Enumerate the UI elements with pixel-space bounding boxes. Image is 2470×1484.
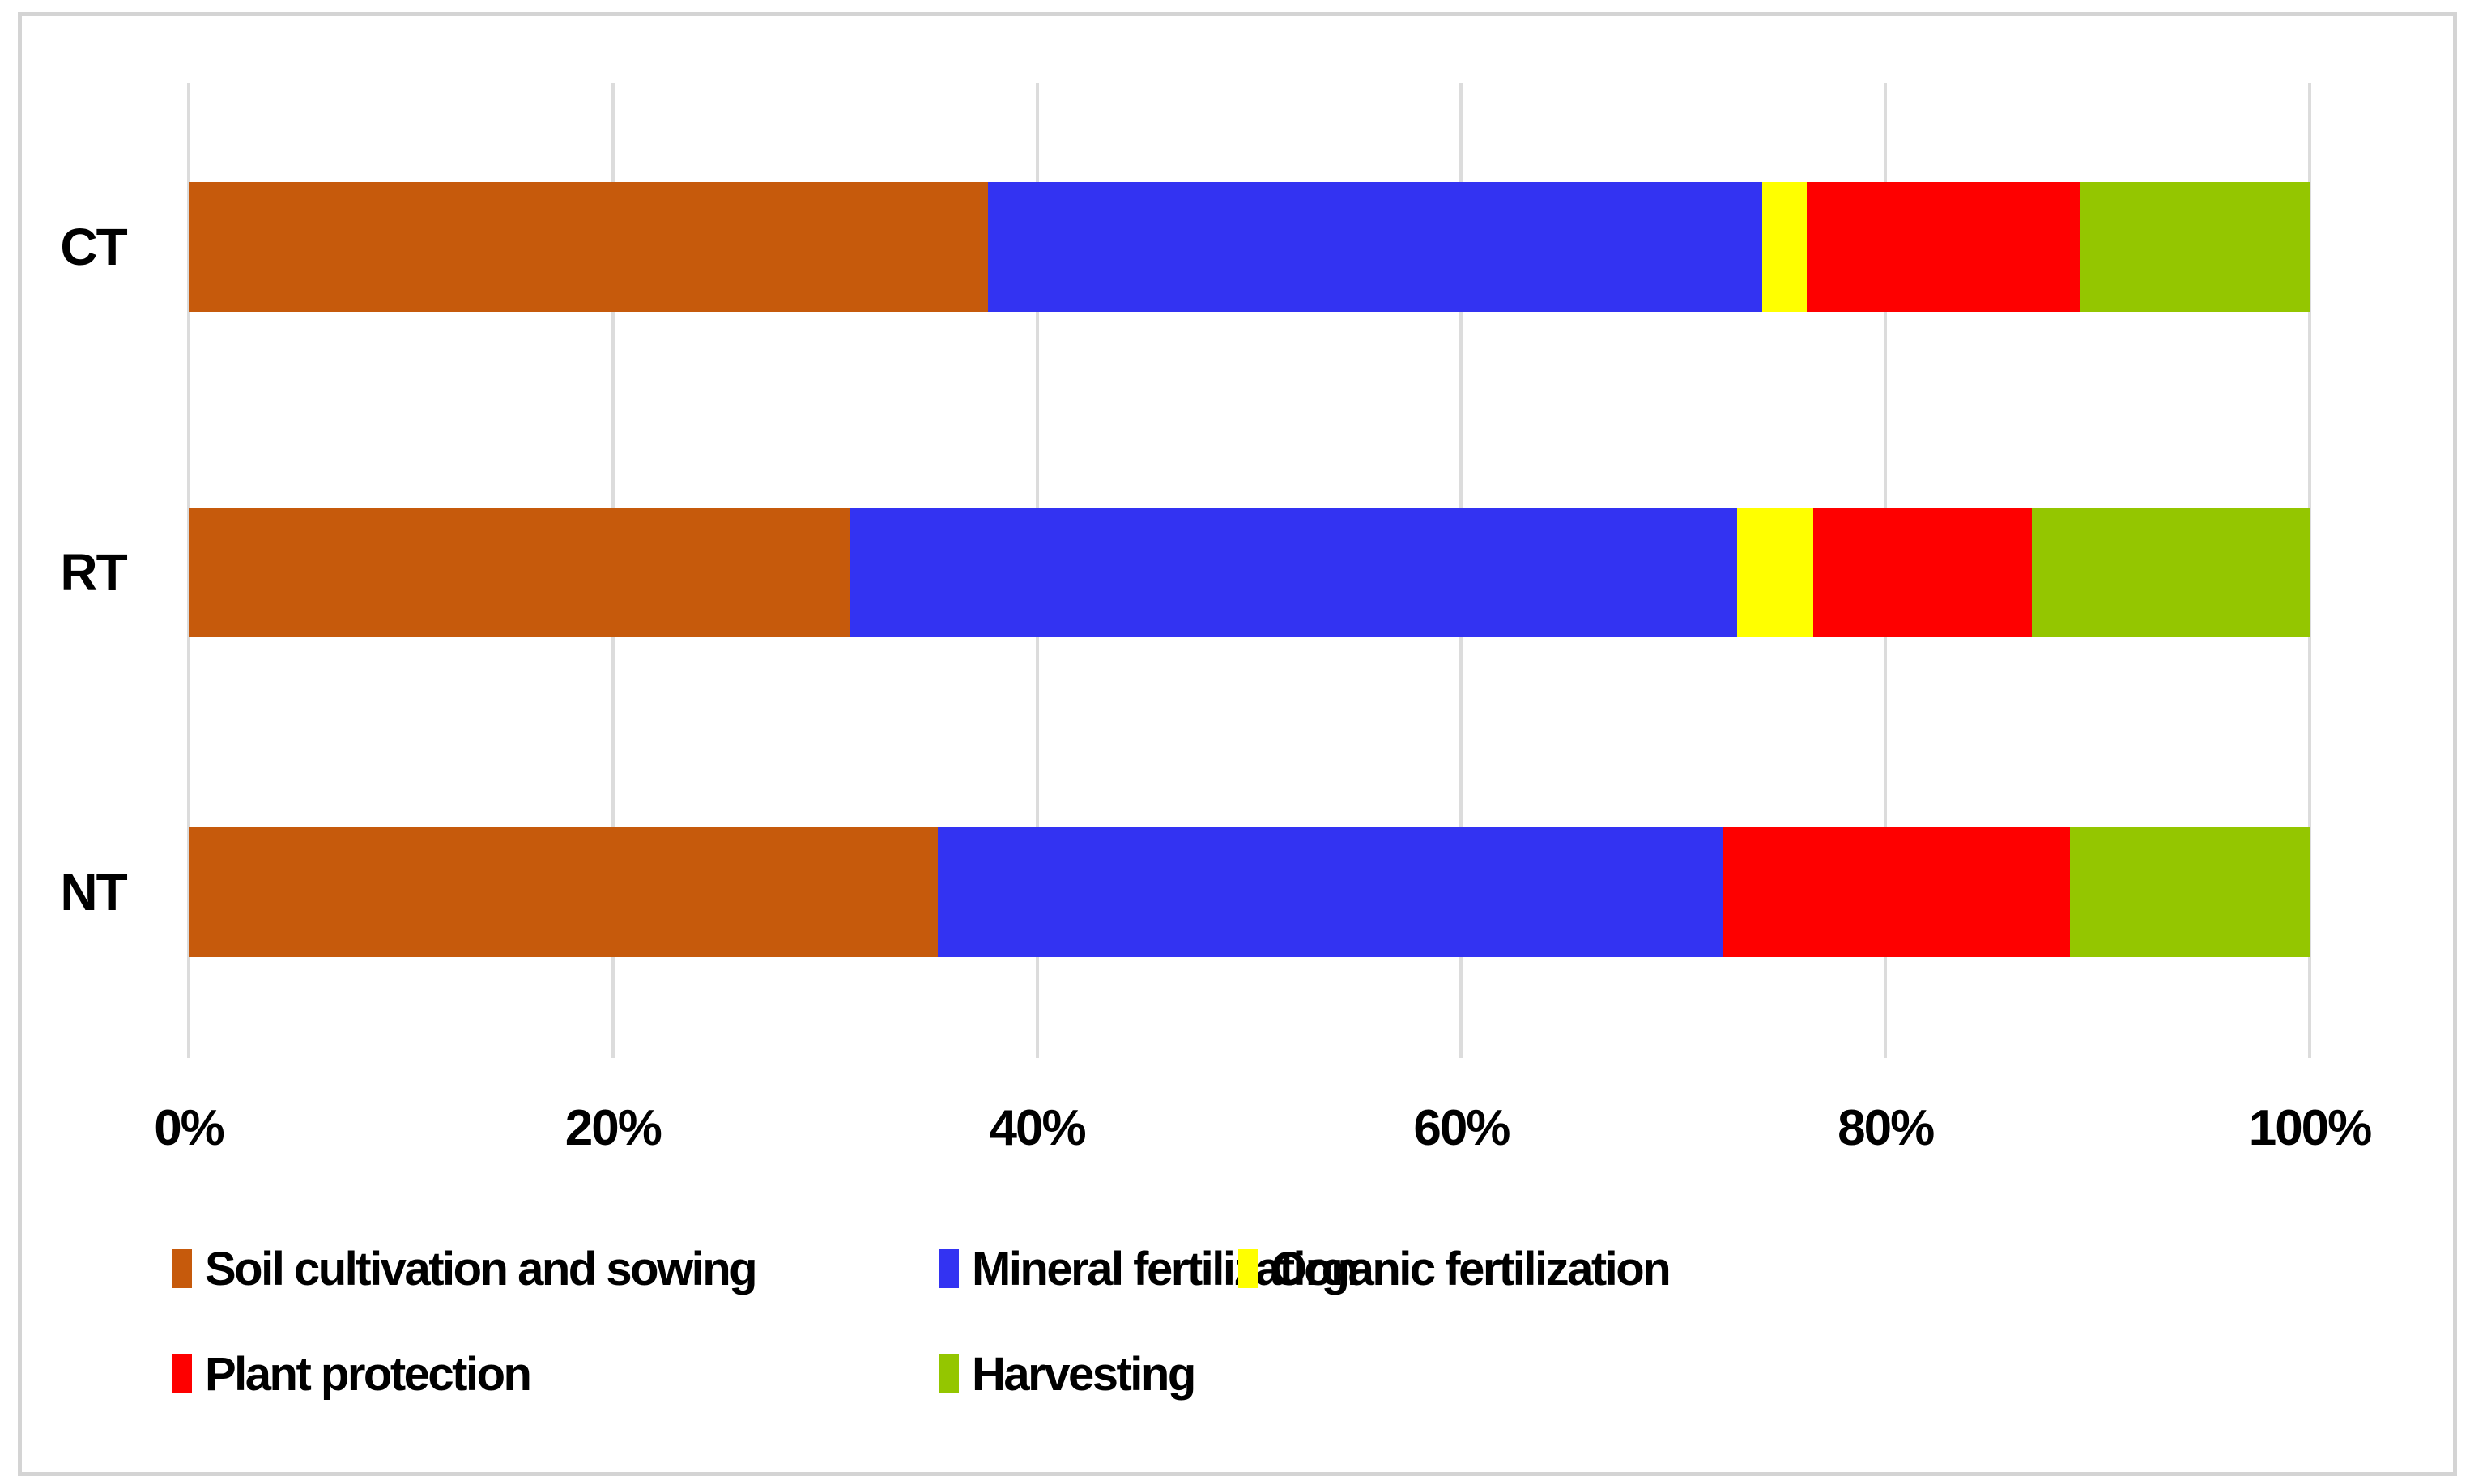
legend-label: Organic fertilization — [1271, 1242, 1672, 1295]
legend-item-plant-protection: Plant protection — [172, 1346, 532, 1402]
bar-segment-RT-plant-protection — [1813, 508, 2032, 637]
x-tick-label-20: 20% — [564, 1100, 662, 1156]
x-tick-label-100: 100% — [2248, 1100, 2373, 1156]
legend-swatch-icon — [172, 1354, 192, 1393]
bar-segment-RT-organic-fertilization — [1736, 508, 1814, 637]
category-label-CT: CT — [60, 218, 127, 276]
legend-label: Plant protection — [205, 1347, 532, 1401]
legend-label: Soil cultivation and sowing — [205, 1242, 758, 1295]
bar-segment-NT-plant-protection — [1722, 827, 2071, 957]
bar-segment-CT-organic-fertilization — [1762, 182, 1808, 312]
x-tick-label-40: 40% — [989, 1100, 1087, 1156]
legend-item-harvesting: Harvesting — [939, 1346, 1196, 1402]
bar-segment-NT-soil-cultivation-and-sowing — [189, 827, 938, 957]
legend-label: Harvesting — [972, 1347, 1196, 1401]
bar-segment-CT-harvesting — [2080, 182, 2310, 312]
legend-swatch-icon — [172, 1249, 192, 1288]
legend-label: Mineral fertilization — [972, 1242, 1360, 1295]
gridline — [2308, 83, 2311, 1058]
legend-swatch-icon — [1238, 1249, 1258, 1288]
bar-segment-NT-harvesting — [2070, 827, 2310, 957]
bar-segment-RT-mineral-fertilization — [850, 508, 1737, 637]
x-tick-label-80: 80% — [1838, 1100, 1935, 1156]
plot-area — [187, 83, 2311, 1058]
bar-segment-CT-plant-protection — [1807, 182, 2081, 312]
category-label-RT: RT — [60, 543, 127, 602]
legend-swatch-icon — [939, 1354, 959, 1393]
bar-segment-RT-soil-cultivation-and-sowing — [189, 508, 851, 637]
legend-item-organic-fertilization: Organic fertilization — [1238, 1240, 1672, 1297]
bar-segment-RT-harvesting — [2031, 508, 2310, 637]
legend-item-mineral-fertilization: Mineral fertilization — [939, 1240, 1360, 1297]
x-tick-label-0: 0% — [154, 1100, 225, 1156]
bar-NT — [189, 827, 2310, 957]
legend-item-soil-cultivation-and-sowing: Soil cultivation and sowing — [172, 1240, 758, 1297]
bar-CT — [189, 182, 2310, 312]
bar-segment-NT-mineral-fertilization — [937, 827, 1723, 957]
bar-segment-CT-mineral-fertilization — [988, 182, 1763, 312]
bar-segment-CT-soil-cultivation-and-sowing — [189, 182, 989, 312]
x-tick-label-60: 60% — [1413, 1100, 1510, 1156]
bar-RT — [189, 508, 2310, 637]
category-label-NT: NT — [60, 863, 127, 921]
legend-swatch-icon — [939, 1249, 959, 1288]
